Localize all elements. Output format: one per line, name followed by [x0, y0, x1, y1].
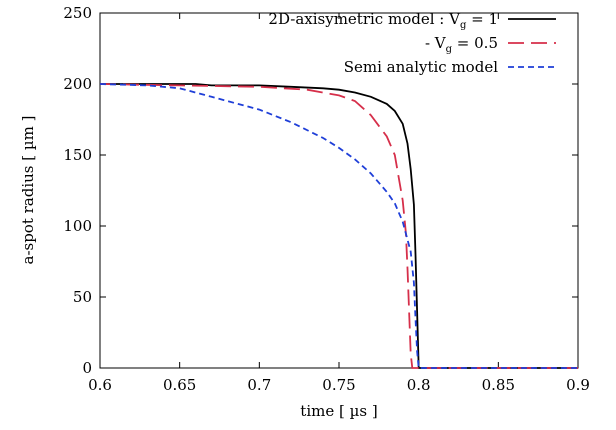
series-line-1: [100, 83, 578, 369]
legend-label-1: 2D-axisymetric model : Vg = 1: [268, 10, 498, 31]
x-tick-label: 0.6: [88, 376, 112, 394]
plot-area: [99, 12, 579, 369]
x-tick-label: 0.8: [407, 376, 431, 394]
y-axis-label: a-spot radius [ µm ]: [19, 116, 37, 265]
legend: 2D-axisymetric model : Vg = 1 - Vg = 0.5 S…: [268, 10, 556, 76]
y-tick-label: 0: [82, 359, 92, 377]
x-tick-label: 0.85: [482, 376, 515, 394]
y-tick-label: 50: [73, 288, 92, 306]
y-tick-label: 250: [63, 4, 92, 22]
y-tick-label: 200: [63, 75, 92, 93]
ticks-layer: 0.6 0.65 0.7 0.75 0.8 0.85 0.9 0 50 100 150 200 250: [63, 4, 590, 394]
y-tick-label: 100: [63, 217, 92, 235]
x-axis-label: time [ µs ]: [300, 402, 377, 420]
x-tick-label: 0.75: [322, 376, 355, 394]
y-tick-label: 150: [63, 146, 92, 164]
x-tick-label: 0.65: [163, 376, 196, 394]
series-line-3: [99, 83, 578, 369]
x-tick-label: 0.9: [566, 376, 590, 394]
series-layer: [99, 83, 578, 369]
x-tick-label: 0.7: [247, 376, 271, 394]
legend-label-3: Semi analytic model: [344, 58, 498, 76]
series-line-2: [99, 83, 578, 369]
legend-label-2: - Vg = 0.5: [425, 34, 498, 55]
